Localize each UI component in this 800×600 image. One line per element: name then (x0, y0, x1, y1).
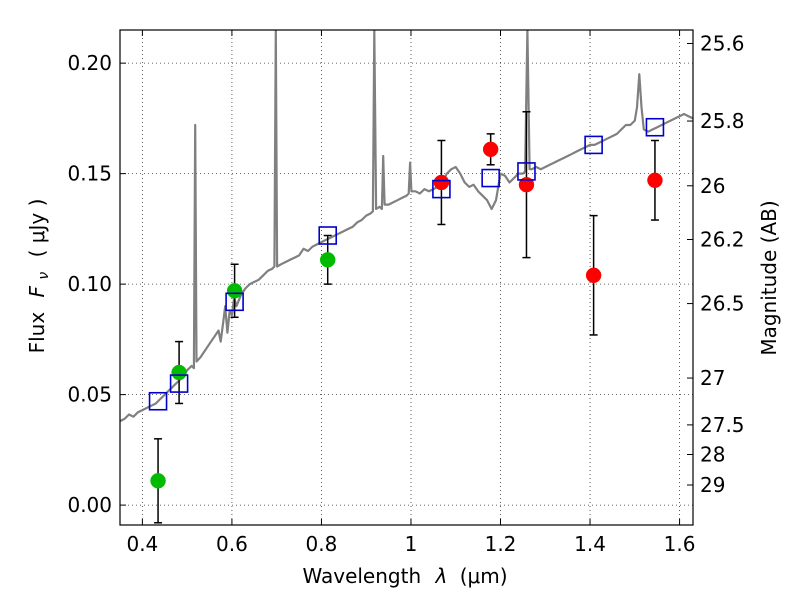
model-photometry-square (318, 226, 338, 245)
data-markers (148, 117, 665, 489)
model-photometry-square (148, 391, 168, 411)
photometry-point (585, 267, 602, 284)
y-tick-label: 0.05 (67, 383, 112, 407)
x-axis-label-unit: (μm) (460, 564, 508, 588)
photometry-point (226, 283, 243, 299)
photometry-point (647, 172, 663, 189)
y-tick-label: 0.10 (67, 272, 112, 296)
x-tick-label: 1 (405, 532, 418, 556)
y2-tick-label: 27.5 (700, 413, 745, 437)
y2-tick-label: 29 (700, 473, 725, 497)
x-tick-label: 1.2 (485, 532, 517, 556)
photometry-point (482, 141, 499, 158)
x-tick-label: 0.8 (306, 532, 338, 556)
photometry-point (319, 252, 336, 268)
y-axis-label-unit: ( μJy ) (25, 199, 49, 258)
y2-axis-label: Magnitude (AB) (757, 200, 781, 355)
y-tick-label: 0.00 (67, 493, 112, 517)
y2-tick-label: 27 (700, 366, 725, 390)
model-spectrum (120, 30, 693, 423)
y2-tick-label: 26 (700, 174, 725, 198)
y2-tick-label: 25.8 (700, 109, 745, 133)
y-tick-label: 0.15 (67, 162, 112, 186)
photometry-point (150, 473, 166, 489)
model-photometry-square (481, 168, 500, 188)
plot-frame (119, 29, 694, 526)
axis-ticks: 0.4 0.6 0.8 1 1.2 1.4 1.6 0.00 0.05 0.10 0.15 0.20 2… (67, 30, 745, 556)
x-tick-label: 0.4 (126, 532, 158, 556)
x-axis-label: Wavelength λ (μm) (302, 564, 507, 588)
y-tick-label: 0.20 (67, 51, 112, 75)
y2-tick-label: 28 (700, 443, 725, 467)
y-axis-label-symbol: F (25, 285, 49, 297)
x-tick-label: 1.6 (664, 532, 696, 556)
photometry-point (518, 176, 535, 193)
photometry-point (171, 364, 187, 381)
x-tick-label: 1.4 (574, 532, 606, 556)
model-photometry-square (517, 162, 536, 181)
y2-tick-label: 26.2 (700, 227, 745, 251)
model-photometry-square (432, 179, 451, 199)
y-axis-label-text: Flux (25, 312, 49, 354)
x-axis-label-symbol: λ (435, 564, 448, 588)
x-tick-label: 0.6 (216, 532, 248, 556)
y-axis-label: Flux F ν ( μJy ) (25, 199, 53, 354)
model-photometry-square (645, 117, 665, 137)
y2-tick-label: 26.5 (700, 292, 745, 316)
model-photometry-square (584, 135, 603, 155)
grid (120, 30, 693, 525)
model-spectrum-line (120, 30, 693, 423)
y2-tick-label: 25.6 (700, 31, 745, 55)
model-photometry-square (225, 292, 244, 312)
model-photometry-square (169, 374, 189, 393)
x-axis-label-text: Wavelength (302, 564, 421, 588)
photometry-point (433, 174, 450, 191)
y-axis-label-subscript: ν (36, 272, 52, 280)
